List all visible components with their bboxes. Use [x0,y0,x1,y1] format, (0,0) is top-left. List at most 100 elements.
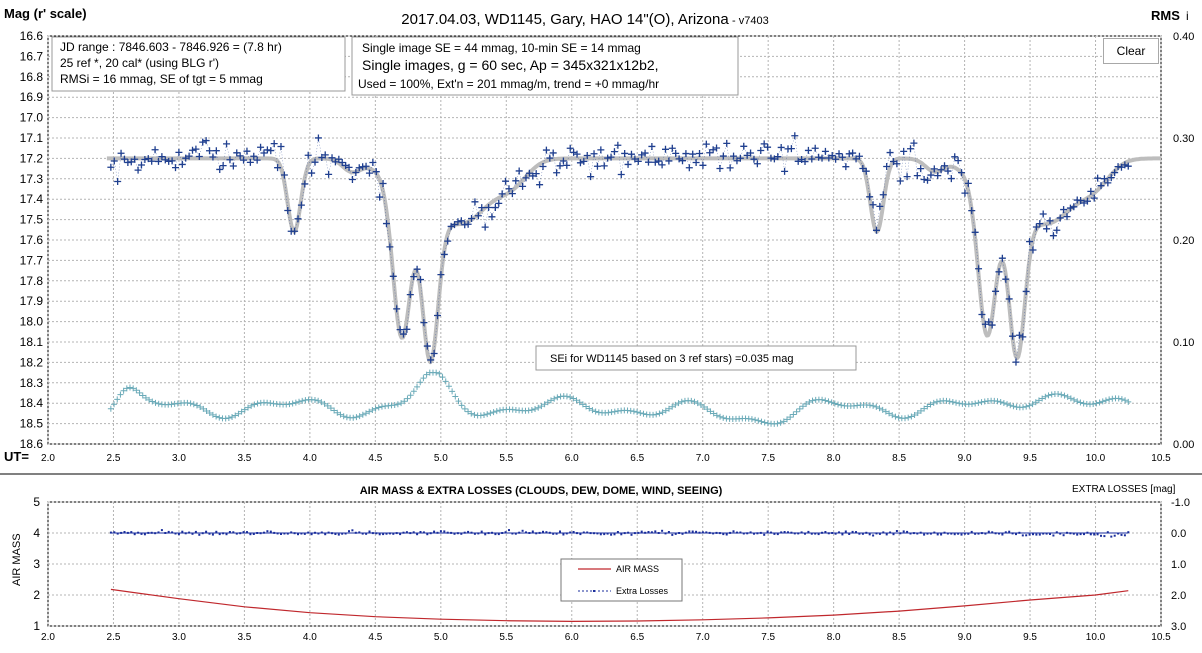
extra-losses-point [994,532,997,535]
y-tick-label: 17.6 [20,233,44,247]
extra-losses-point [708,531,711,534]
extra-losses-point [647,531,650,533]
y-tick-label: 16.9 [20,90,44,104]
magnitude-point [369,159,377,167]
magnitude-point [434,311,442,319]
y-tick-label: 17.4 [20,192,44,206]
rms-point [1096,399,1103,406]
x-tick-label: 8.5 [892,453,906,464]
magnitude-point [178,160,186,168]
rms-point [691,398,698,405]
extra-losses-point [116,532,119,535]
extra-losses-point [542,530,544,533]
rms-point [930,399,937,406]
magnitude-point [689,150,697,158]
magnitude-point [134,166,142,174]
rms-point [378,403,385,410]
extra-losses-point [821,531,823,534]
extra-losses-point [480,530,483,533]
rms-point [417,379,424,386]
rms-point [1090,400,1097,407]
rms-point [713,412,720,419]
magnitude-point [199,138,207,146]
extra-losses-point [1066,531,1068,534]
rms-point [149,398,156,405]
extra-losses-point [439,530,442,533]
extra-losses-point [565,532,568,535]
extra-losses-point [763,533,766,536]
extra-losses-point [868,533,871,536]
magnitude-point [427,356,435,364]
rms-point [627,407,634,414]
extra-losses-point [620,533,623,536]
extra-losses-point [599,533,602,536]
extra-losses-point [940,533,943,536]
extra-losses-point [684,531,687,534]
magnitude-point [604,154,612,162]
rms-point [442,378,449,385]
rms-point [873,403,880,410]
extra-losses-point [412,531,415,534]
rms-point [187,400,194,407]
extra-losses-point [453,532,456,535]
rms-point [780,418,787,425]
rms-point [924,403,931,410]
y2-tick-label: 0.40 [1173,31,1194,43]
extra-losses-point [273,531,276,534]
rms-point [372,405,379,412]
extra-losses-point [375,532,378,535]
rms-point [1007,402,1014,409]
extra-losses-point [950,532,953,535]
extra-losses-point [1035,533,1038,536]
extra-losses-point [286,532,289,535]
rms-point [350,414,357,421]
x-tick-label-bottom: 7.0 [696,632,710,643]
extra-losses-point [511,532,514,535]
extra-losses-point [593,532,595,535]
extra-losses-point [1038,533,1041,536]
extra-losses-point [797,532,800,535]
extra-losses-point [109,531,112,534]
extra-losses-point [147,531,150,534]
rms-point [356,413,363,420]
extra-losses-point [674,532,677,535]
extra-losses-point [293,532,296,535]
magnitude-point [655,157,663,165]
rms-point [704,406,711,413]
y-axis-label-bottom: AIR MASS [11,533,23,586]
extra-losses-point [834,532,837,535]
x-tick-label: 2.0 [41,453,55,464]
series-rms [107,369,1132,427]
y2-tick-label-bottom: 2.0 [1171,590,1186,602]
extra-losses-point [902,530,905,533]
magnitude-point [297,201,305,209]
extra-losses-point [242,531,245,534]
extra-losses-point [804,532,806,535]
extra-losses-point [416,533,419,536]
extra-losses-point [681,532,684,535]
magnitude-point [468,214,476,222]
clear-button[interactable]: Clear [1103,38,1159,64]
magnitude-point [992,287,1000,295]
extra-losses-point [640,530,643,533]
extra-losses-point [463,531,466,534]
y2-tick-label: 0.30 [1173,133,1194,145]
rms-point [1122,397,1129,404]
extra-losses-point [610,533,613,536]
magnitude-point [661,145,669,153]
extra-losses-point [848,533,851,535]
rms-point [882,408,889,415]
magnitude-point [944,167,952,175]
extra-losses-point [729,531,732,534]
extra-losses-point [1021,534,1024,537]
extra-losses-point [405,531,408,534]
extra-losses-point [1042,532,1045,535]
magnitude-point [610,148,618,156]
legend-label-extra-losses: Extra Losses [616,586,669,596]
magnitude-point [767,154,775,162]
extra-losses-point [633,532,636,535]
rms-point [748,416,755,423]
info-left-line: JD range : 7846.603 - 7846.926 = (7.8 hr… [60,40,282,54]
magnitude-point [634,157,642,165]
extra-losses-point [562,533,565,536]
